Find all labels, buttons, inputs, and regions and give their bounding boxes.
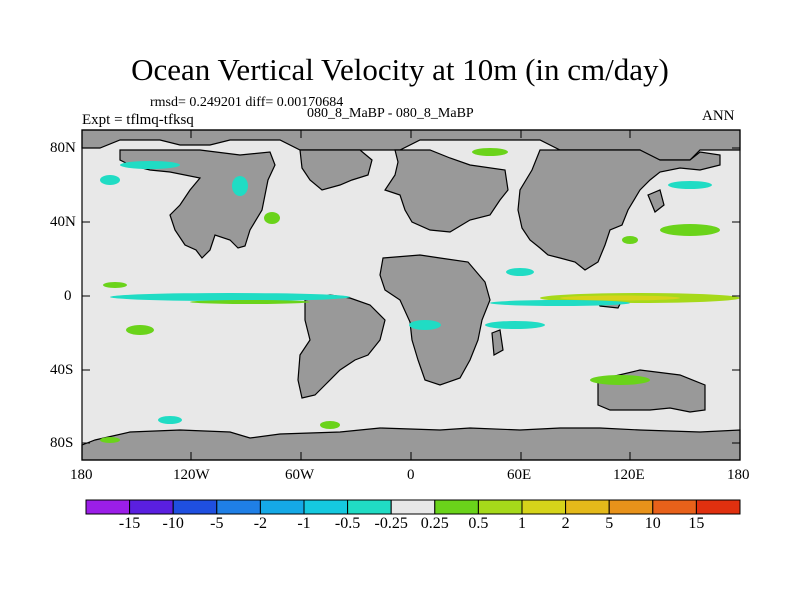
lat-tick-label: 0 [64, 288, 72, 304]
contour-patch [472, 148, 508, 156]
colorbar-swatch [303, 499, 349, 515]
contour-patch [110, 293, 350, 301]
colorbar-label: 2 [561, 515, 570, 532]
period-label: ANN [702, 108, 735, 124]
colorbar-swatch [259, 499, 305, 515]
colorbar-label: 0.5 [468, 515, 489, 532]
contour-patch [126, 325, 154, 335]
experiment-label: Expt = tflmq-tfksq [82, 112, 194, 128]
contour-patch [590, 375, 650, 385]
contour-patch [622, 236, 638, 244]
axis-ticks [82, 130, 740, 460]
case-label: 080_8_MaBP - 080_8_MaBP [307, 106, 474, 121]
colorbar-label: 15 [688, 515, 705, 532]
colorbar-label: 1 [518, 515, 526, 532]
colorbar-swatch [434, 499, 479, 515]
lat-tick-label: 80S [50, 435, 74, 451]
land-masses [81, 129, 741, 461]
colorbar-swatch [565, 499, 610, 515]
contour-patch [264, 212, 280, 224]
japan [647, 189, 665, 213]
colorbar-label: -15 [118, 515, 141, 532]
north-america [119, 149, 276, 259]
contour-patch [660, 224, 720, 236]
contour-patch [485, 321, 545, 329]
lon-tick-label: 120E [613, 467, 645, 483]
contour-patch [100, 175, 120, 185]
lat-tick-label: 80N [50, 140, 76, 156]
contour-patch [232, 176, 248, 196]
antarctica [81, 427, 741, 461]
lon-tick-label: 0 [407, 467, 415, 483]
contour-patch [103, 282, 127, 288]
lon-tick-label: 180 [727, 467, 750, 483]
europe [384, 149, 509, 233]
africa [379, 254, 491, 386]
lat-tick-label: 40S [50, 362, 74, 378]
colorbar-swatch [652, 499, 697, 515]
colorbar-label: -0.25 [374, 515, 408, 532]
colorbar-label: -0.5 [334, 515, 361, 532]
contour-patch [668, 181, 712, 189]
contour-patch [120, 161, 180, 169]
colorbar-swatch [521, 499, 567, 515]
greenland [299, 149, 373, 191]
contour-patch [560, 295, 680, 301]
stats-label: rmsd= 0.249201 diff= 0.00170684 [150, 95, 344, 110]
page-title: Ocean Vertical Velocity at 10m (in cm/da… [131, 52, 669, 87]
colorbar-swatch [172, 499, 218, 515]
colorbar [85, 499, 741, 515]
colorbar-label: 5 [605, 515, 614, 532]
lon-tick-label: 60W [285, 467, 315, 483]
asia [517, 149, 721, 271]
south-america [297, 294, 386, 399]
colorbar-label: 0.25 [420, 515, 449, 532]
colorbar-swatch [216, 499, 261, 515]
contour-patch [190, 300, 310, 304]
lon-tick-label: 120W [173, 467, 210, 483]
contour-patch [320, 421, 340, 429]
contour-patch [506, 268, 534, 276]
colorbar-swatch [608, 499, 654, 515]
contour-patch [490, 300, 630, 306]
lat-tick-label: 40N [50, 214, 76, 230]
contour-patch [158, 416, 182, 424]
lon-tick-label: 180 [70, 467, 93, 483]
colorbar-swatch [477, 499, 523, 515]
velocity-contours [100, 148, 740, 443]
colorbar-label: 10 [644, 515, 661, 532]
contour-patch [409, 320, 441, 330]
lon-tick-label: 60E [507, 467, 532, 483]
colorbar-swatch [390, 499, 436, 515]
colorbar-swatch [85, 499, 131, 515]
colorbar-label: -1 [297, 515, 311, 532]
colorbar-label: -5 [210, 515, 224, 532]
colorbar-swatch [347, 499, 392, 515]
colorbar-swatch [695, 499, 741, 515]
madagascar [491, 329, 504, 356]
contour-patch [100, 437, 120, 443]
colorbar-swatch [129, 499, 174, 515]
colorbar-label: -10 [162, 515, 184, 532]
colorbar-label: -2 [253, 515, 268, 532]
